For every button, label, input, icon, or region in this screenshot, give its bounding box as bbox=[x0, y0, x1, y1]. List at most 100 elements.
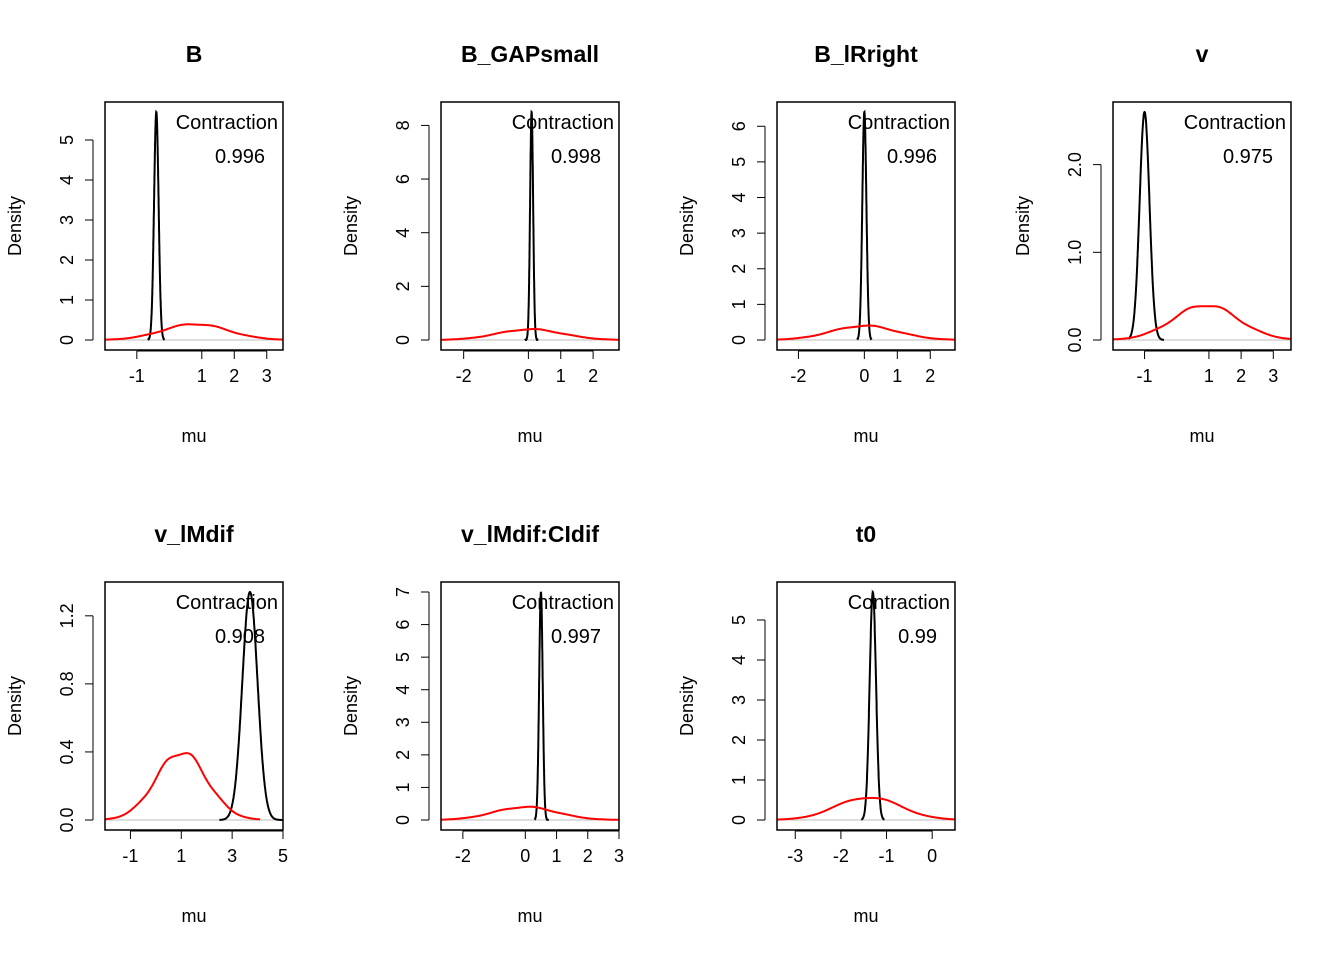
x-tick-label: 3 bbox=[1268, 366, 1278, 386]
x-tick-label: -1 bbox=[1137, 366, 1153, 386]
density-panel: B_lRright -2 0 1 2 0 1 2 3 4 5 6 mu Density Contractio… bbox=[677, 41, 956, 446]
density-panel: v_lMdif:CIdif -2 0 1 2 3 0 1 2 3 4 5 6 7 mu Density Cont… bbox=[341, 521, 624, 926]
x-tick-label: 0 bbox=[523, 366, 533, 386]
y-tick-label: 2.0 bbox=[1065, 152, 1085, 177]
y-axis-label: Density bbox=[5, 196, 25, 256]
y-tick-label: 2 bbox=[393, 281, 413, 291]
x-axis-label: mu bbox=[517, 906, 542, 926]
density-panel: B_GAPsmall -2 0 1 2 0 2 4 6 8 mu Density Contraction… bbox=[341, 41, 620, 446]
contraction-value: 0.996 bbox=[215, 146, 265, 168]
y-tick-label: 6 bbox=[393, 620, 413, 630]
x-tick-label: -1 bbox=[122, 846, 138, 866]
x-tick-label: 2 bbox=[229, 366, 239, 386]
x-tick-label: 1 bbox=[197, 366, 207, 386]
y-axis-label: Density bbox=[341, 676, 361, 736]
y-tick-label: 2 bbox=[729, 264, 749, 274]
posterior-density-line bbox=[219, 590, 283, 821]
x-tick-label: -2 bbox=[456, 366, 472, 386]
prior-density-line bbox=[440, 328, 619, 341]
posterior-density-line bbox=[533, 591, 550, 821]
density-panel: t0 -3 -2 -1 0 0 1 2 3 4 5 mu Density Contraction 0.99 bbox=[677, 521, 956, 926]
x-tick-label: 1 bbox=[1204, 366, 1214, 386]
y-tick-label: 6 bbox=[729, 121, 749, 131]
contraction-label: Contraction bbox=[176, 112, 278, 134]
x-axis-label: mu bbox=[181, 426, 206, 446]
panel-title: B_GAPsmall bbox=[461, 41, 599, 67]
y-axis-label: Density bbox=[1013, 196, 1033, 256]
contraction-label: Contraction bbox=[512, 592, 614, 614]
density-panel: B -1 1 2 3 0 1 2 3 4 5 mu Density Contraction 0.996 bbox=[5, 41, 284, 446]
posterior-density-line bbox=[524, 109, 539, 341]
contraction-value: 0.998 bbox=[551, 146, 601, 168]
plot-frame bbox=[440, 581, 620, 831]
y-tick-label: 6 bbox=[393, 174, 413, 184]
y-tick-label: 0.4 bbox=[57, 739, 77, 764]
panel-title: v bbox=[1196, 41, 1209, 67]
y-tick-label: 1 bbox=[393, 782, 413, 792]
x-tick-label: 1 bbox=[892, 366, 902, 386]
contraction-value: 0.997 bbox=[551, 626, 601, 648]
x-axis-label: mu bbox=[181, 906, 206, 926]
x-tick-label: 1 bbox=[556, 366, 566, 386]
prior-density-line bbox=[1113, 305, 1292, 341]
posterior-density-line bbox=[1127, 110, 1165, 341]
x-tick-label: 5 bbox=[278, 846, 288, 866]
y-tick-label: 3 bbox=[729, 695, 749, 705]
x-axis-label: mu bbox=[853, 426, 878, 446]
y-tick-label: 8 bbox=[393, 120, 413, 130]
panel-title: B_lRright bbox=[814, 41, 918, 67]
plot-frame bbox=[104, 581, 284, 831]
y-tick-label: 1 bbox=[729, 775, 749, 785]
y-tick-label: 1 bbox=[729, 299, 749, 309]
contraction-label: Contraction bbox=[512, 112, 614, 134]
prior-density-line bbox=[105, 752, 261, 821]
contraction-label: Contraction bbox=[848, 112, 950, 134]
contraction-label: Contraction bbox=[1184, 112, 1286, 134]
y-tick-label: 5 bbox=[393, 652, 413, 662]
x-tick-label: 3 bbox=[262, 366, 272, 386]
y-axis-label: Density bbox=[341, 196, 361, 256]
x-axis-label: mu bbox=[517, 426, 542, 446]
x-tick-label: 2 bbox=[583, 846, 593, 866]
x-axis-label: mu bbox=[1189, 426, 1214, 446]
x-tick-label: 0 bbox=[927, 846, 937, 866]
y-tick-label: 2 bbox=[729, 735, 749, 745]
y-tick-label: 2 bbox=[393, 750, 413, 760]
contraction-value: 0.99 bbox=[898, 626, 937, 648]
y-tick-label: 0 bbox=[393, 335, 413, 345]
panel-title: B bbox=[186, 41, 203, 67]
panel-title: v_lMdif bbox=[154, 521, 234, 547]
y-tick-label: 7 bbox=[393, 587, 413, 597]
contraction-label: Contraction bbox=[176, 592, 278, 614]
y-tick-label: 5 bbox=[729, 157, 749, 167]
x-tick-label: -2 bbox=[833, 846, 849, 866]
plot-frame bbox=[776, 581, 956, 831]
y-tick-label: 0 bbox=[729, 335, 749, 345]
y-tick-label: 3 bbox=[729, 228, 749, 238]
plot-frame bbox=[440, 101, 620, 351]
y-tick-label: 0 bbox=[393, 815, 413, 825]
y-tick-label: 4 bbox=[393, 228, 413, 238]
panel-title: t0 bbox=[856, 521, 876, 547]
y-tick-label: 0.8 bbox=[57, 671, 77, 696]
x-tick-label: 3 bbox=[614, 846, 624, 866]
x-tick-label: 2 bbox=[925, 366, 935, 386]
y-tick-label: 5 bbox=[57, 135, 77, 145]
plot-frame bbox=[776, 101, 956, 351]
x-tick-label: -3 bbox=[787, 846, 803, 866]
y-tick-label: 4 bbox=[729, 655, 749, 665]
prior-density-line bbox=[441, 805, 620, 821]
y-tick-label: 1.0 bbox=[1065, 240, 1085, 265]
x-tick-label: -2 bbox=[455, 846, 471, 866]
density-panel: v -1 1 2 3 0.0 1.0 2.0 mu Density Contraction 0.975 bbox=[1013, 41, 1292, 446]
y-tick-label: 4 bbox=[57, 175, 77, 185]
x-tick-label: 2 bbox=[1236, 366, 1246, 386]
x-tick-label: 0 bbox=[520, 846, 530, 866]
panel-title: v_lMdif:CIdif bbox=[461, 521, 599, 547]
contraction-value: 0.975 bbox=[1223, 146, 1273, 168]
contraction-value: 0.996 bbox=[887, 146, 937, 168]
y-tick-label: 5 bbox=[729, 615, 749, 625]
plot-frame bbox=[104, 101, 284, 351]
x-tick-label: 2 bbox=[588, 366, 598, 386]
